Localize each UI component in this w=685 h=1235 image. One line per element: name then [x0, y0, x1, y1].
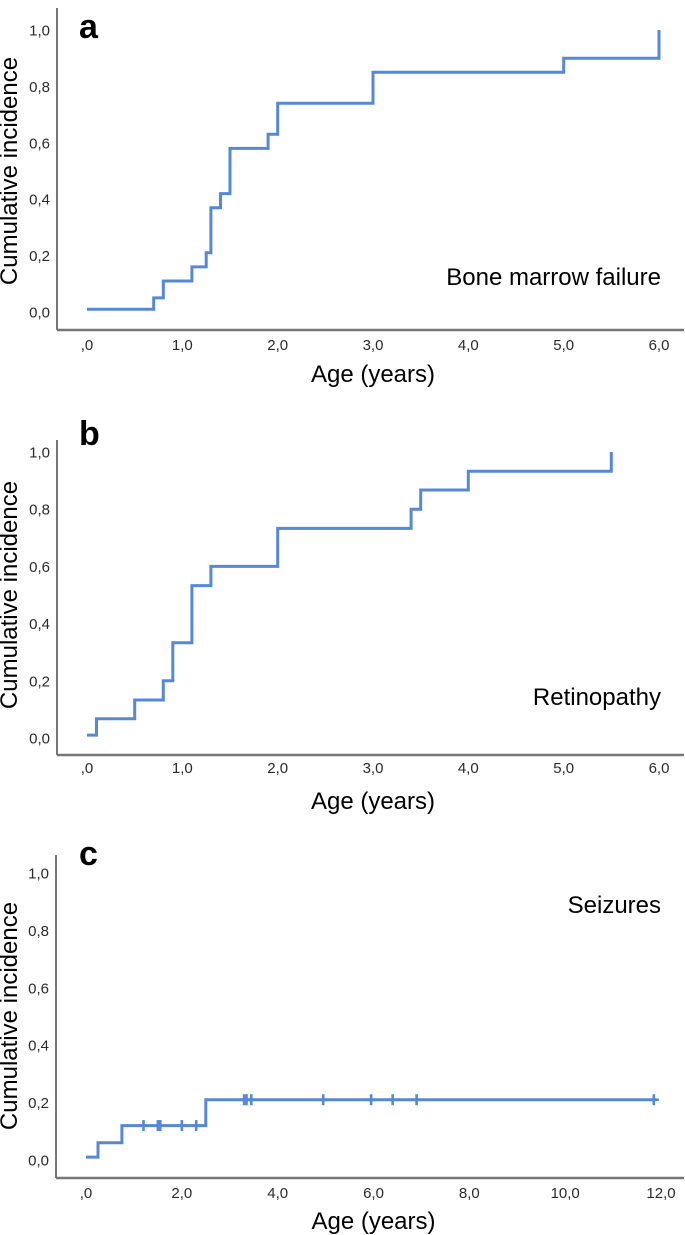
censor-mark — [191, 1120, 202, 1132]
x-tick-label: 2,0 — [267, 760, 288, 777]
x-tick-label: 4,0 — [458, 337, 479, 354]
annotation-label: Retinopathy — [533, 684, 661, 711]
x-tick-label: 1,0 — [172, 337, 193, 354]
censor-mark — [411, 1094, 422, 1106]
x-tick-label: 2,0 — [171, 1185, 192, 1202]
km-curve — [87, 30, 661, 311]
x-tick-label: 12,0 — [646, 1185, 675, 1202]
km-curve — [87, 452, 613, 737]
y-tick-label: 0,2 — [29, 673, 50, 690]
censor-mark — [318, 1094, 329, 1106]
panel-a: 0,0 0,2 0,4 0,6 0,8 1,0 ,0 1,0 2,0 3,0 4,0 5,0 6,0 Ag… — [0, 0, 685, 410]
censor-mark — [648, 1094, 659, 1106]
km-curve — [86, 1098, 657, 1159]
x-tick-label: 5,0 — [553, 337, 574, 354]
x-tick-label: 4,0 — [458, 760, 479, 777]
y-tick-label: 0,8 — [29, 502, 50, 519]
annotation-label: Bone marrow failure — [446, 264, 661, 291]
panel-c-plot: 0,0 0,2 0,4 0,6 0,8 1,0 ,0 2,0 4,0 6,0 8,0 10,0 12,0… — [0, 835, 684, 1235]
y-tick-label: 0,4 — [29, 616, 50, 633]
y-tick-label: 0,0 — [28, 1153, 49, 1170]
censor-mark — [246, 1094, 257, 1106]
x-tick-label: 6,0 — [363, 1185, 384, 1202]
x-tick-label: ,0 — [81, 337, 94, 354]
panel-b-plot: 0,0 0,2 0,4 0,6 0,8 1,0 ,0 1,0 2,0 3,0 4,0 5,0 6,0 Ag… — [0, 415, 684, 815]
x-tick-label: 10,0 — [551, 1185, 580, 1202]
x-tick-label: 4,0 — [267, 1185, 288, 1202]
x-tick-label: ,0 — [81, 760, 94, 777]
y-tick-label: 0,0 — [29, 305, 50, 322]
panel-a-plot: 0,0 0,2 0,4 0,6 0,8 1,0 ,0 1,0 2,0 3,0 4,0 5,0 6,0 Ag… — [0, 8, 684, 388]
x-axis-title: Age (years) — [311, 788, 435, 815]
x-tick-label: ,0 — [80, 1185, 93, 1202]
x-tick-label: 6,0 — [649, 760, 670, 777]
x-tick-label: 3,0 — [363, 337, 384, 354]
x-tick-label: 3,0 — [363, 760, 384, 777]
panel-letter: a — [79, 8, 99, 46]
panel-b: 0,0 0,2 0,4 0,6 0,8 1,0 ,0 1,0 2,0 3,0 4,0 5,0 6,0 Ag… — [0, 410, 685, 820]
y-tick-label: 1,0 — [29, 445, 50, 462]
panel-letter: b — [79, 415, 100, 453]
y-tick-label: 1,0 — [29, 23, 50, 40]
y-tick-label: 0,8 — [29, 79, 50, 96]
y-tick-label: 0,0 — [29, 731, 50, 748]
y-axis-title: Cumulative incidence — [0, 57, 23, 285]
x-tick-label: 5,0 — [553, 760, 574, 777]
y-tick-label: 0,4 — [28, 1038, 49, 1055]
y-tick-label: 0,6 — [29, 559, 50, 576]
censor-mark — [366, 1094, 377, 1106]
y-tick-label: 0,2 — [28, 1095, 49, 1112]
x-tick-label: 2,0 — [267, 337, 288, 354]
panel-c: 0,0 0,2 0,4 0,6 0,8 1,0 ,0 2,0 4,0 6,0 8,0 10,0 12,0… — [0, 820, 685, 1235]
x-tick-label: 6,0 — [649, 337, 670, 354]
y-tick-label: 0,8 — [28, 923, 49, 940]
y-axis-title: Cumulative incidence — [0, 902, 23, 1130]
x-axis-title: Age (years) — [311, 1208, 435, 1235]
censor-mark — [387, 1094, 398, 1106]
y-tick-label: 1,0 — [28, 866, 49, 883]
censor-mark — [176, 1120, 187, 1132]
x-axis-title: Age (years) — [311, 361, 435, 388]
censor-mark — [138, 1120, 149, 1132]
y-axis-title: Cumulative incidence — [0, 481, 23, 709]
y-tick-label: 0,2 — [29, 248, 50, 265]
annotation-label: Seizures — [568, 892, 661, 919]
y-tick-label: 0,6 — [28, 980, 49, 997]
y-tick-label: 0,4 — [29, 192, 50, 209]
x-tick-label: 8,0 — [459, 1185, 480, 1202]
x-tick-label: 1,0 — [172, 760, 193, 777]
panel-letter: c — [79, 835, 98, 873]
y-tick-label: 0,6 — [29, 135, 50, 152]
censor-mark — [155, 1120, 166, 1132]
